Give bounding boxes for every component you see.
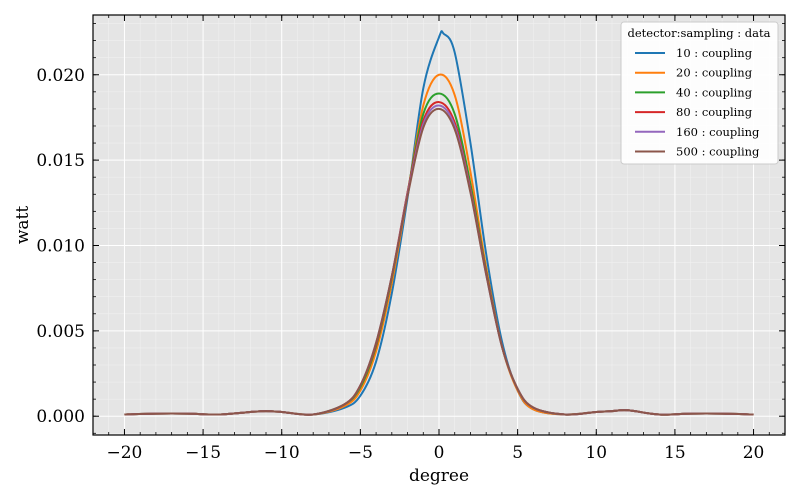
legend-label: 80 : coupling [676,105,753,119]
x-tick-label: 5 [512,443,523,463]
x-tick-label: 0 [434,443,445,463]
legend-title: detector:sampling : data [628,26,771,40]
x-tick-label: 20 [743,443,765,463]
major-grid [93,15,785,435]
y-tick-label: 0.020 [36,66,85,86]
x-tick-labels: −20 −15 −10 −5 0 5 10 15 20 [107,443,765,463]
y-tick-label: 0.015 [36,151,85,171]
y-axis-label: watt [13,206,33,245]
legend-label: 20 : coupling [676,66,753,80]
legend-box [620,21,779,165]
x-tick-label: −5 [348,443,373,463]
series-line-5 [124,107,754,416]
legend-label: 160 : coupling [676,125,760,139]
y-tick-labels: 0.000 0.005 0.010 0.015 0.020 [36,66,85,427]
y-tick-label: 0.000 [36,407,85,427]
legend-entries: 10 : coupling 20 : coupling 40 : coupling 8… [635,46,760,159]
axis-ticks [92,15,786,435]
x-tick-label: −10 [264,443,300,463]
legend-label: 500 : coupling [676,145,760,159]
y-tick-label: 0.010 [36,236,85,256]
legend: detector:sampling : data 10 : coupling 20… [620,21,779,165]
x-tick-label: 10 [585,443,607,463]
x-tick-label: 15 [664,443,686,463]
y-tick-label: 0.005 [36,322,85,342]
x-axis-label: degree [409,466,469,486]
legend-label: 40 : coupling [676,85,753,99]
x-tick-label: −15 [185,443,221,463]
series-lines [124,30,754,416]
x-tick-label: −20 [107,443,143,463]
legend-label: 10 : coupling [676,46,753,60]
